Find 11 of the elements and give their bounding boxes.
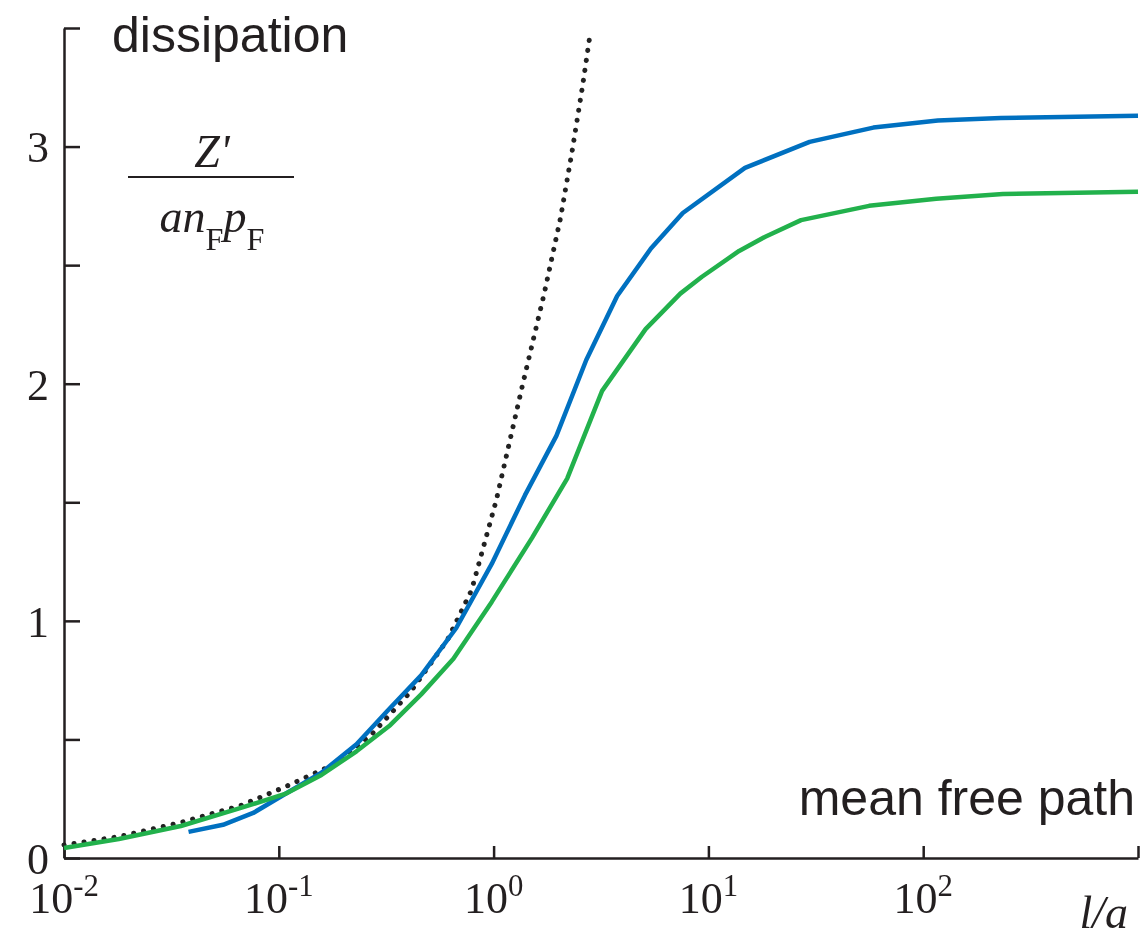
y-tick-label: 1 [27,597,49,647]
x-tick-label: 10$^{1}$ [678,869,739,923]
y-tick-label: 3 [27,123,49,173]
x-axis-title: l/a [1079,887,1128,938]
annotation: dissipation [112,7,349,63]
y-tick-label: 2 [27,360,49,410]
x-tick-label: 10$^{-1}$ [243,869,314,923]
x-tick-label: 10$^{0}$ [463,869,524,923]
x-tick-label: 10$^{2}$ [893,869,953,923]
y-axis-title: Z' an$_{F}$p$_{F}$ [159,126,265,257]
annotation: mean free path [798,770,1135,826]
